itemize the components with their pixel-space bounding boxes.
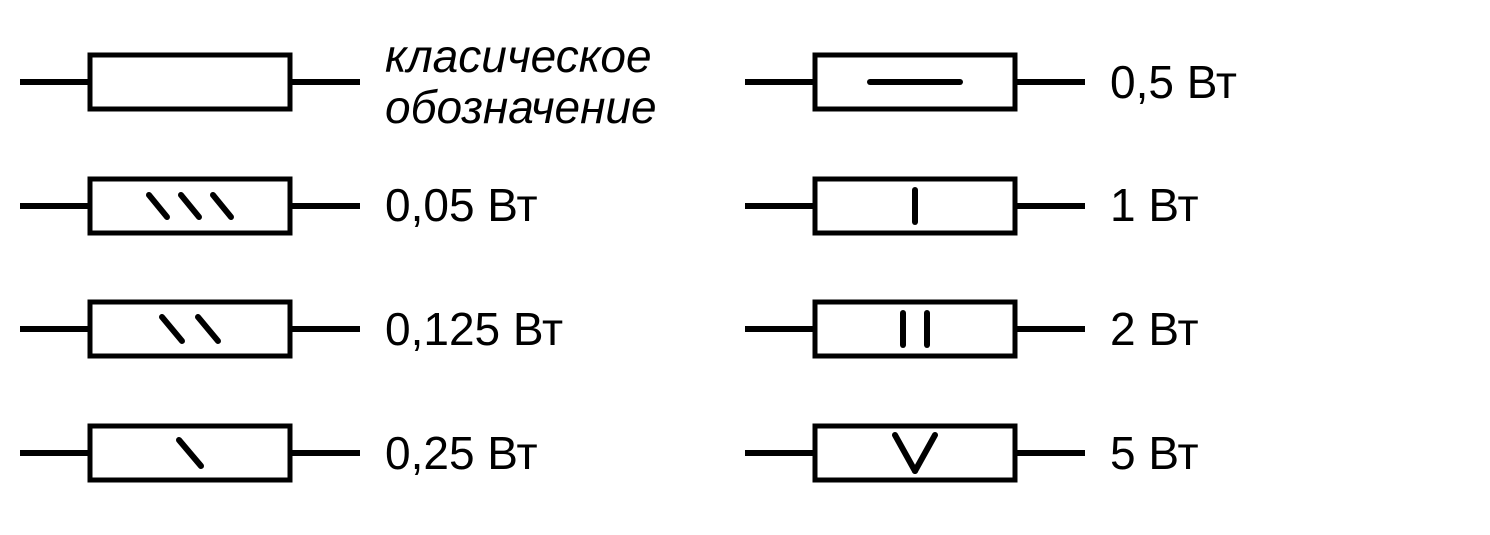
resistor-symbol [745,37,1085,127]
resistor-row-right-2: 2 Вт [745,274,1470,384]
resistor-label: 0,05 Вт [385,180,538,231]
resistor-symbol [20,37,360,127]
resistor-label-line1: 0,5 Вт [1110,56,1237,108]
resistor-label-line1: 2 Вт [1110,303,1199,355]
resistor-symbol [745,284,1085,374]
resistor-label-line1: 5 Вт [1110,427,1199,479]
resistor-label-line1: 0,25 Вт [385,427,538,479]
resistor-symbol [20,284,360,374]
right-column: 0,5 Вт 1 Вт 2 Вт 5 Вт [745,20,1470,515]
resistor-row-left-2: 0,125 Вт [20,274,745,384]
resistor-label-line1: 0,05 Вт [385,179,538,231]
resistor-label: 0,125 Вт [385,304,563,355]
resistor-row-right-0: 0,5 Вт [745,27,1470,137]
resistor-label-line1: 0,125 Вт [385,303,563,355]
resistor-label: 2 Вт [1110,304,1199,355]
resistor-label: класическоеобозначение [385,31,657,132]
resistor-label: 0,25 Вт [385,428,538,479]
diagram-container: класическоеобозначение 0,05 Вт 0,125 Вт 0,2… [0,0,1490,535]
resistor-symbol [20,161,360,251]
resistor-row-left-1: 0,05 Вт [20,151,745,261]
resistor-symbol [745,408,1085,498]
resistor-label-line1: класическое [385,30,652,82]
resistor-row-left-3: 0,25 Вт [20,398,745,508]
resistor-label: 0,5 Вт [1110,57,1237,108]
resistor-symbol [20,408,360,498]
resistor-label-line1: 1 Вт [1110,179,1199,231]
resistor-row-right-3: 5 Вт [745,398,1470,508]
resistor-label: 5 Вт [1110,428,1199,479]
resistor-symbol [745,161,1085,251]
resistor-row-left-0: класическоеобозначение [20,27,745,137]
resistor-label: 1 Вт [1110,180,1199,231]
resistor-label-line2: обозначение [385,82,657,133]
left-column: класическоеобозначение 0,05 Вт 0,125 Вт 0,2… [20,20,745,515]
resistor-row-right-1: 1 Вт [745,151,1470,261]
